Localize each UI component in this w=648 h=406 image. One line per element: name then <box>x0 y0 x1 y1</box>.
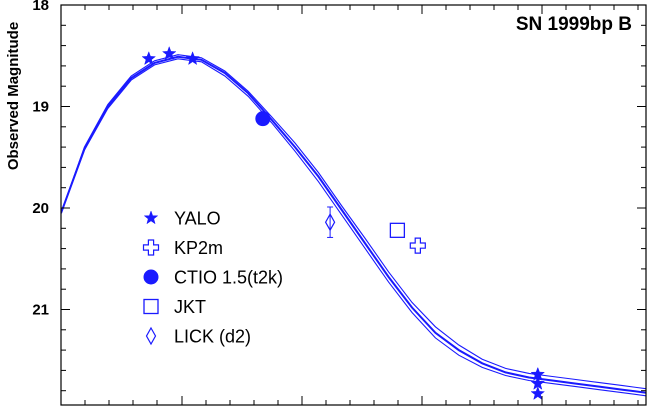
y-tick-label: 20 <box>32 200 49 217</box>
model-curve <box>61 54 646 390</box>
data-point-ctio-1-5-t2k <box>255 111 271 127</box>
data-point-jkt <box>389 222 406 238</box>
legend-label-ctio-1-5-t2k: CTIO 1.5(t2k) <box>174 268 283 288</box>
legend-marker-jkt <box>143 298 159 315</box>
legend-marker-lick-d2 <box>145 326 157 346</box>
y-tick-label: 18 <box>32 0 49 14</box>
data-point-yalo <box>185 51 200 66</box>
plot-frame <box>60 4 647 406</box>
data-point-yalo <box>141 51 157 66</box>
model-curve <box>61 55 646 394</box>
y-tick-label: 19 <box>32 99 49 116</box>
y-axis-label: Observed Magnitude <box>5 22 22 170</box>
data-point-lick-d2 <box>324 212 336 232</box>
legend-marker-yalo <box>143 210 159 225</box>
legend-label-jkt: JKT <box>174 297 206 317</box>
legend-marker-kp2m <box>142 239 160 256</box>
data-point-yalo <box>530 385 546 401</box>
legend-marker-ctio-1-5-t2k <box>143 269 159 285</box>
chart-title: SN 1999bp B <box>516 14 632 35</box>
legend-label-kp2m: KP2m <box>174 238 223 258</box>
legend-label-lick-d2: LICK (d2) <box>174 327 251 347</box>
data-points <box>141 45 546 401</box>
data-point-yalo <box>161 45 177 61</box>
data-point-kp2m <box>409 237 426 254</box>
y-ticks: 18 19 20 21 <box>32 0 646 392</box>
model-curves <box>61 54 646 397</box>
legend: YALO KP2m CTIO 1.5(t2k) JKT LICK (d2) <box>142 209 283 347</box>
model-curve <box>61 58 646 397</box>
legend-label-yalo: YALO <box>174 209 221 229</box>
y-tick-label: 21 <box>32 302 49 319</box>
